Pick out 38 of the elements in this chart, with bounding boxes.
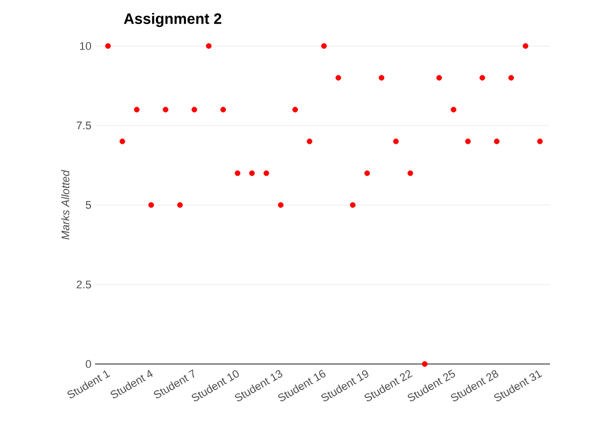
point bbox=[364, 170, 370, 176]
point bbox=[465, 138, 471, 144]
point bbox=[393, 138, 399, 144]
chart-title: Assignment 2 bbox=[124, 12, 222, 28]
point bbox=[378, 75, 384, 81]
point bbox=[177, 202, 183, 208]
point bbox=[336, 75, 342, 81]
y-axis-title: Marks Allotted bbox=[61, 170, 70, 240]
point bbox=[292, 106, 298, 112]
point bbox=[522, 43, 528, 49]
point bbox=[306, 138, 312, 144]
point bbox=[408, 170, 414, 176]
y-tick-label: 10 bbox=[80, 42, 92, 50]
point bbox=[450, 106, 456, 112]
point bbox=[249, 170, 255, 176]
y-tick-label: 7.5 bbox=[76, 122, 91, 130]
point bbox=[278, 202, 284, 208]
point bbox=[120, 138, 126, 144]
point bbox=[206, 43, 212, 49]
point bbox=[480, 75, 486, 81]
point bbox=[422, 361, 428, 367]
point bbox=[321, 43, 327, 49]
point bbox=[192, 106, 198, 112]
point bbox=[436, 75, 442, 81]
point bbox=[264, 170, 270, 176]
point bbox=[220, 106, 226, 112]
point bbox=[350, 202, 356, 208]
point bbox=[134, 106, 140, 112]
y-tick-label: 5 bbox=[86, 201, 91, 209]
point bbox=[162, 106, 168, 112]
point bbox=[494, 138, 500, 144]
y-tick-label: 2.5 bbox=[76, 280, 91, 288]
point bbox=[105, 43, 111, 49]
point bbox=[234, 170, 240, 176]
point bbox=[508, 75, 514, 81]
point bbox=[148, 202, 154, 208]
y-tick-label: 0 bbox=[86, 360, 92, 368]
point bbox=[537, 138, 543, 144]
